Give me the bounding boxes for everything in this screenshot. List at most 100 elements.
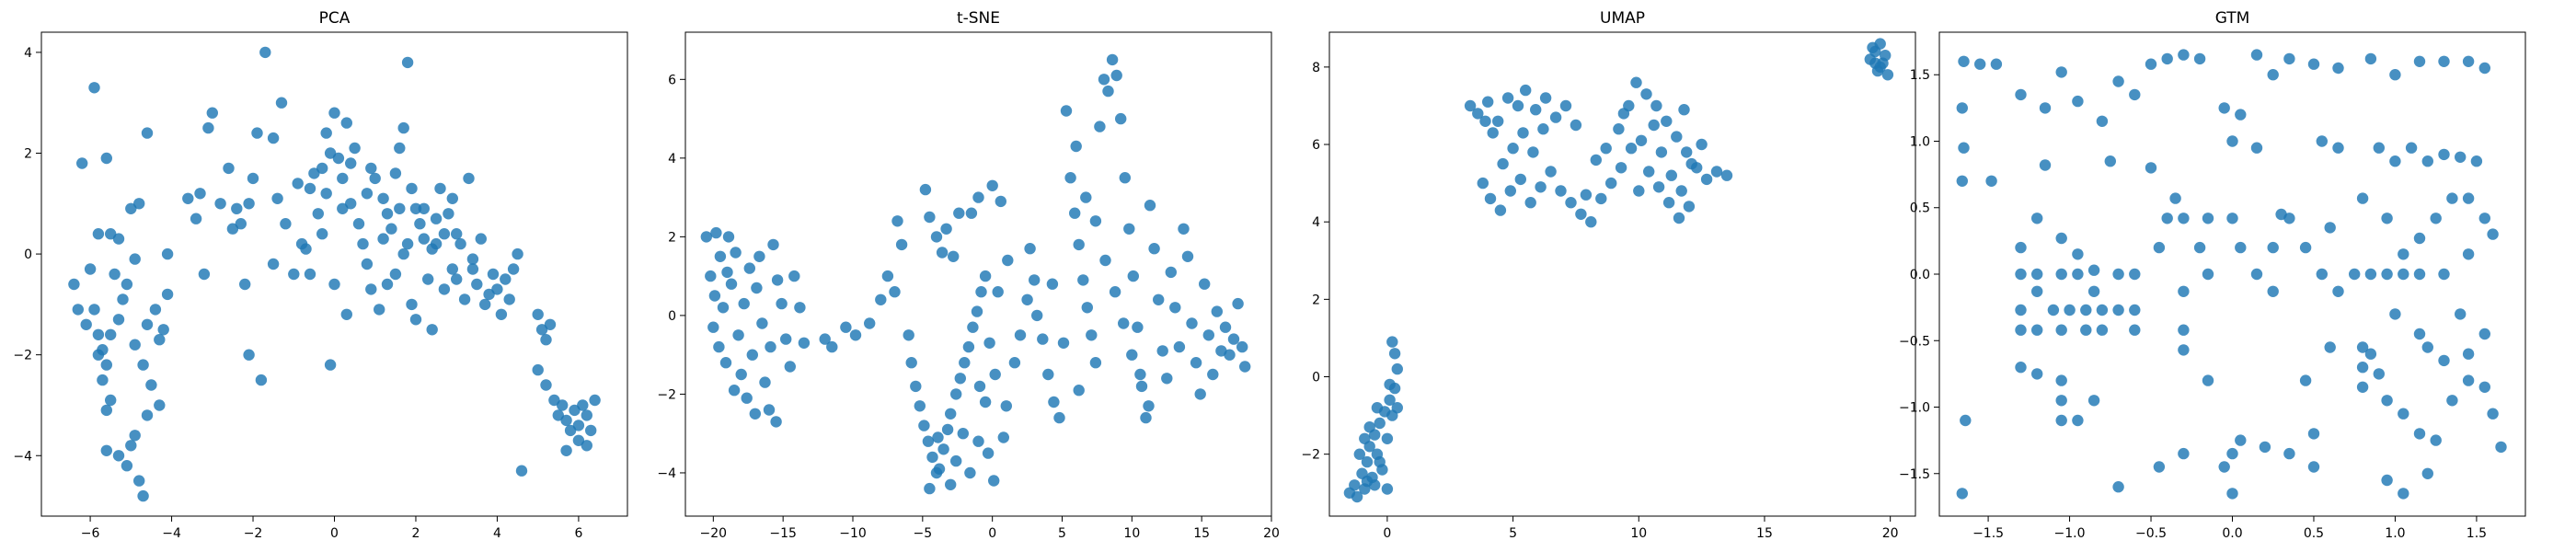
scatter-point — [2398, 268, 2409, 281]
subplot-0: PCA −6 −4 −2 0 2 4 6 −4 −2 0 2 4 — [13, 9, 628, 541]
scatter-point — [154, 399, 166, 411]
scatter-point — [581, 409, 592, 421]
scatter-point — [503, 293, 515, 305]
scatter-point — [2161, 52, 2173, 65]
scatter-point — [756, 317, 768, 329]
scatter-point — [1094, 121, 1106, 132]
scatter-point — [1652, 181, 1665, 193]
scatter-point — [2039, 159, 2052, 171]
scatter-point — [759, 376, 771, 388]
scatter-point — [895, 238, 908, 251]
scatter-point — [1605, 177, 1617, 190]
scatter-point — [2153, 461, 2166, 473]
scatter-point — [2112, 75, 2124, 87]
scatter-point — [2064, 304, 2076, 316]
subplot-3: GTM −1.5 −1.0 −0.5 0.0 0.5 1.0 1.5 −1.5 −1.0 −0.5 0… — [1899, 9, 2526, 541]
scatter-point — [2267, 69, 2279, 81]
scatter-point — [826, 340, 838, 353]
scatter-point — [88, 304, 100, 316]
scatter-point — [337, 202, 349, 214]
scatter-point — [560, 444, 572, 456]
scatter-point — [2129, 324, 2141, 336]
scatter-point — [1081, 302, 1094, 314]
scatter-point — [992, 286, 1004, 298]
y-tick-label: 6 — [668, 73, 676, 87]
y-tick-label: 2 — [24, 147, 32, 162]
scatter-point — [2332, 142, 2344, 154]
scatter-point — [1517, 127, 1529, 139]
scatter-point — [206, 107, 218, 119]
scatter-point — [125, 202, 137, 214]
scatter-point — [194, 188, 206, 200]
y-tick-label: 0 — [668, 309, 676, 324]
scatter-point — [741, 392, 753, 404]
x-tick-label: 5 — [1509, 526, 1517, 541]
scatter-point — [2438, 268, 2450, 281]
scatter-point — [112, 233, 125, 245]
scatter-point — [1165, 266, 1178, 279]
scatter-point — [328, 107, 340, 119]
scatter-point — [1144, 200, 1156, 212]
x-tick-label: 2 — [412, 526, 420, 541]
scatter-point — [487, 268, 500, 281]
scatter-point — [2462, 55, 2475, 67]
scatter-point — [2381, 213, 2393, 224]
scatter-point — [374, 304, 385, 316]
x-tick-label: −5 — [914, 526, 933, 541]
scatter-point — [2356, 341, 2369, 353]
x-tick-label: −6 — [81, 526, 100, 541]
scatter-point — [1143, 400, 1155, 412]
scatter-point — [2202, 374, 2214, 386]
scatter-point — [324, 359, 337, 371]
scatter-point — [2283, 447, 2295, 460]
scatter-point — [849, 329, 862, 341]
scatter-point — [2193, 241, 2206, 254]
scatter-point — [905, 357, 917, 369]
scatter-point — [397, 121, 409, 134]
scatter-point — [1057, 337, 1070, 349]
scatter-point — [1349, 479, 1361, 491]
scatter-point — [972, 435, 984, 447]
scatter-point — [340, 117, 352, 129]
scatter-point — [458, 293, 471, 305]
scatter-point — [1123, 223, 1135, 235]
scatter-point — [1134, 368, 1146, 381]
scatter-point — [1671, 131, 1683, 143]
scatter-point — [451, 228, 463, 240]
y-tick-label: 0.5 — [1910, 201, 1930, 216]
scatter-point — [1384, 378, 1396, 391]
scatter-point — [182, 192, 194, 204]
scatter-point — [950, 454, 962, 467]
scatter-point — [713, 340, 725, 353]
scatter-point — [725, 278, 738, 290]
scatter-point — [2145, 162, 2157, 174]
scatter-point — [1161, 373, 1173, 385]
scatter-point — [418, 202, 430, 214]
scatter-point — [1530, 104, 1542, 116]
scatter-point — [1070, 140, 1082, 153]
scatter-point — [2080, 324, 2092, 336]
x-tick-label: 10 — [1630, 526, 1647, 541]
y-tick-label: 0 — [24, 247, 32, 262]
scatter-point — [149, 304, 162, 316]
scatter-point — [1956, 102, 1968, 114]
scatter-point — [267, 132, 280, 144]
scatter-point — [2072, 248, 2084, 260]
scatter-point — [1232, 297, 1244, 310]
scatter-point — [1363, 421, 1375, 433]
scatter-point — [954, 373, 967, 385]
scatter-point — [2015, 324, 2027, 336]
scatter-point — [389, 268, 402, 281]
scatter-point — [2226, 447, 2238, 460]
scatter-point — [2381, 474, 2393, 487]
scatter-point — [1524, 197, 1536, 209]
scatter-point — [2218, 461, 2230, 473]
scatter-point — [891, 215, 903, 227]
scatter-point — [1190, 357, 1202, 369]
y-tick-label: −4 — [657, 466, 676, 481]
scatter-point — [2096, 304, 2109, 316]
scatter-point — [1881, 69, 1894, 81]
scatter-point — [2202, 268, 2214, 281]
scatter-point — [2193, 52, 2206, 65]
scatter-point — [1110, 69, 1122, 82]
